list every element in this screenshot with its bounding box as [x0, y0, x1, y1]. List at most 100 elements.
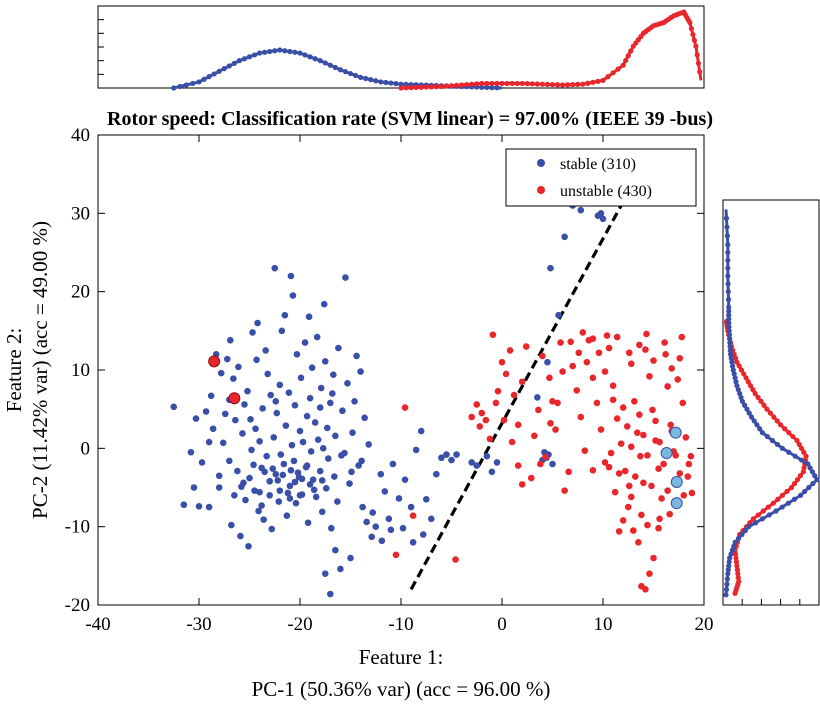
stable-point [259, 405, 266, 412]
unstable-point [565, 468, 572, 476]
top-marginal-unstable-marker [688, 25, 694, 32]
stable-point [327, 590, 334, 598]
right-marginal-unstable-marker [736, 363, 742, 369]
unstable-point [482, 416, 490, 424]
unstable-point [583, 358, 591, 366]
unstable-point [630, 527, 637, 534]
unstable-point [452, 556, 459, 563]
top-marginal-unstable-marker [694, 52, 700, 58]
unstable-point [531, 432, 538, 440]
unstable-point [486, 435, 494, 443]
unstable-point [597, 426, 605, 433]
right-marginal-unstable-marker [788, 484, 795, 491]
stable-point [351, 398, 358, 405]
stable-point [308, 364, 316, 371]
right-marginal-stable-marker [802, 488, 808, 495]
top-marginal-stable-marker [206, 74, 212, 80]
top-marginal-unstable-marker [565, 82, 571, 88]
top-marginal-stable-marker [393, 81, 399, 87]
right-marginal-stable-marker [805, 461, 811, 467]
right-marginal-unstable-marker [733, 559, 740, 565]
unstable-point [518, 481, 526, 488]
unstable-point [581, 447, 589, 454]
stable-point [244, 387, 251, 395]
top-marginal-unstable-marker [519, 80, 525, 87]
unstable-point [535, 406, 542, 414]
unstable-point [688, 489, 696, 497]
unstable-point [508, 438, 516, 446]
top-marginal-unstable-marker [539, 81, 546, 87]
legend-box [505, 148, 697, 207]
x-axis-title-line2: PC-1 (50.36% var) (acc = 96.00 %) [252, 677, 551, 701]
right-marginal-stable-marker [732, 539, 738, 545]
stable-point [378, 537, 386, 545]
stable-point [253, 356, 260, 364]
stable-point [369, 509, 377, 516]
stable-point [230, 375, 237, 382]
right-marginal-stable-marker [725, 296, 732, 303]
unstable-point [668, 365, 675, 372]
stable-point [349, 429, 356, 436]
top-marginal-stable-marker [226, 63, 232, 69]
stable-point [266, 477, 274, 485]
right-marginal-stable-marker [733, 379, 739, 385]
stable-point [337, 565, 344, 573]
top-marginal-stable-marker [337, 67, 343, 73]
stable-point [368, 533, 376, 541]
right-marginal-stable-marker [725, 242, 731, 248]
right-marginal-unstable-marker [750, 516, 756, 522]
right-marginal-unstable-marker [734, 563, 740, 569]
unstable-point [650, 357, 657, 364]
top-marginal-stable-marker [216, 68, 222, 74]
stable-point [264, 370, 271, 378]
right-marginal-stable-marker [724, 576, 730, 582]
stable-point [594, 212, 602, 219]
unstable-point [621, 467, 629, 475]
stable-point [190, 484, 198, 491]
top-marginal-stable-marker [221, 66, 227, 72]
unstable-point [684, 473, 692, 480]
right-marginal-stable-marker [727, 351, 734, 357]
unstable-point [546, 374, 553, 382]
stable-point [361, 414, 368, 422]
stable-point [226, 457, 233, 465]
stable-point [347, 554, 354, 562]
stable-point [235, 363, 242, 371]
right-marginal-stable-marker [739, 398, 745, 404]
stable-point [195, 503, 203, 510]
top-marginal-unstable-marker [423, 84, 429, 90]
stable-point [443, 451, 450, 458]
top-marginal-stable-marker [378, 79, 384, 85]
right-marginal-stable-marker [723, 586, 730, 593]
right-marginal-stable-marker [732, 375, 738, 381]
stable-point [296, 427, 304, 435]
stable-point [241, 401, 248, 408]
stable-point [312, 493, 320, 501]
stable-point [547, 264, 554, 272]
unstable-point [615, 470, 623, 477]
right-marginal-stable-marker [726, 324, 732, 330]
top-marginal-unstable-marker [687, 20, 693, 26]
right-marginal-unstable-marker [778, 422, 784, 428]
right-marginal-unstable-marker [770, 500, 776, 506]
stable-point [245, 542, 252, 550]
y-tick-label: -20 [65, 595, 90, 616]
stable-point [284, 489, 292, 497]
unstable-point [666, 510, 673, 518]
stable-point [320, 300, 328, 308]
top-marginal-unstable-marker [433, 84, 439, 90]
right-marginal-unstable-marker [752, 390, 758, 397]
stable-point [289, 292, 297, 299]
unstable-point [478, 409, 486, 417]
stable-point [273, 409, 281, 417]
unstable-point [518, 378, 526, 386]
y-axis-title-line2: PC-2 (11.42% var) (acc = 49.00 %) [28, 221, 52, 519]
right-marginal-stable-marker [814, 477, 820, 483]
unstable-point [601, 459, 609, 466]
top-marginal-stable-marker [317, 58, 323, 64]
right-marginal-stable-marker [786, 449, 792, 455]
y-axis-title-line1: Feature 2: [2, 328, 26, 413]
unstable-point [537, 460, 544, 468]
stable-point [277, 451, 285, 458]
stable-point [417, 427, 425, 435]
